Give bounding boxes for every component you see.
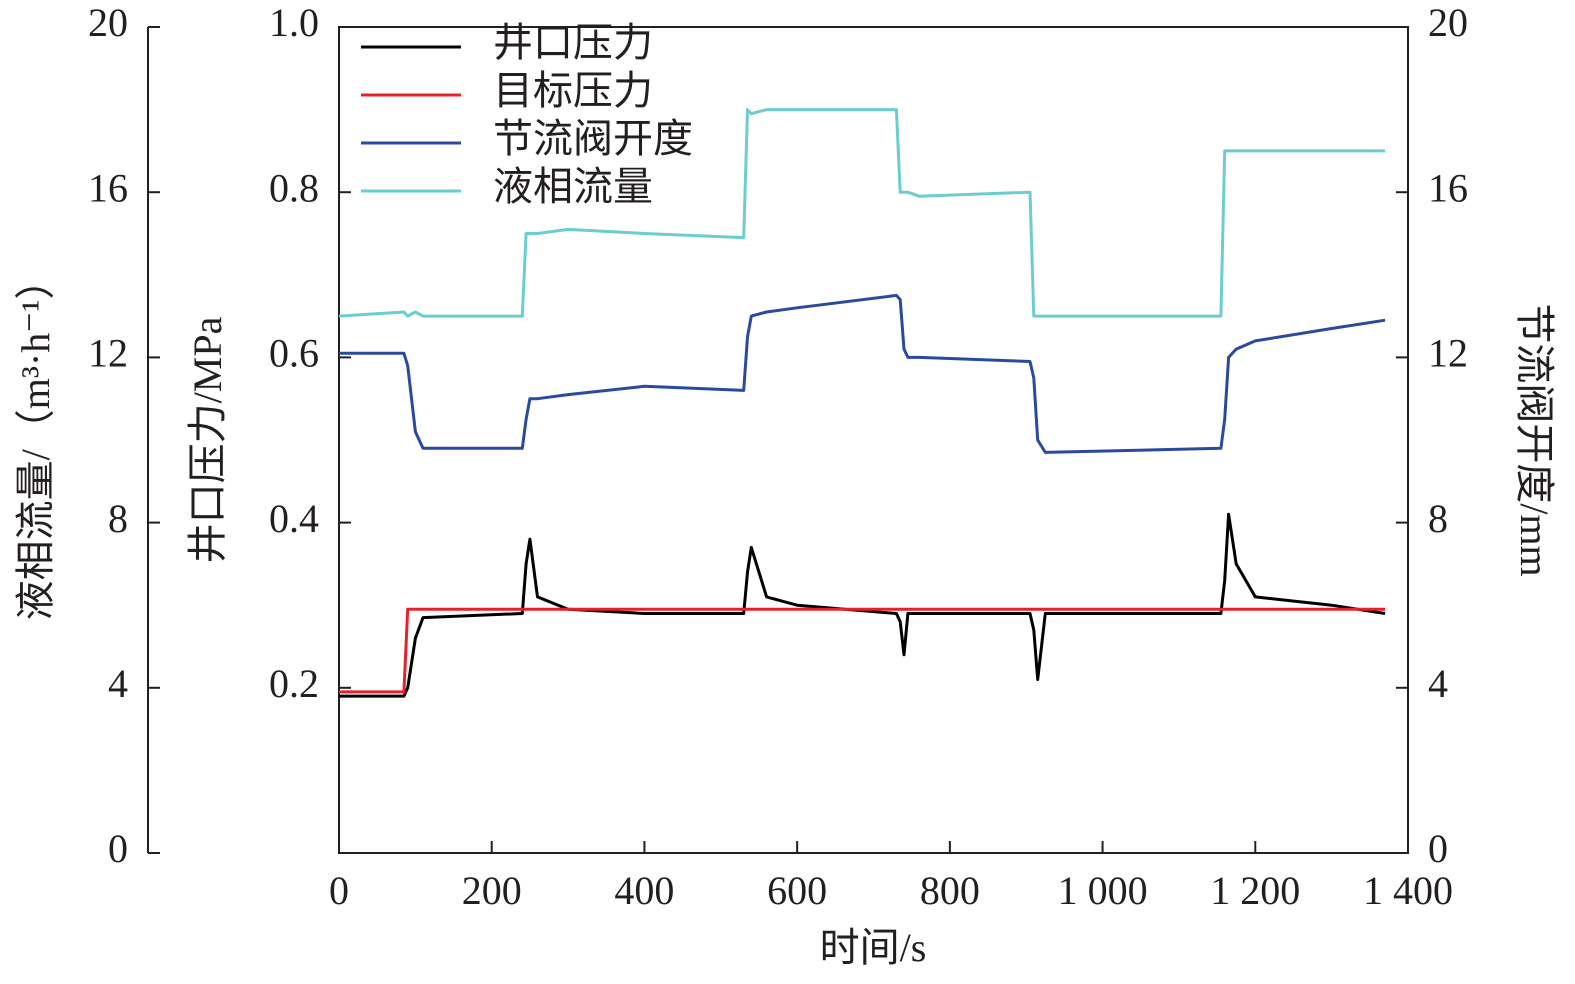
y2-tick-label: 20 — [1428, 0, 1468, 45]
y3-tick-label: 4 — [108, 661, 128, 706]
x-tick-label: 600 — [767, 868, 827, 913]
legend-label: 井口压力 — [493, 20, 653, 65]
y2-tick-label: 4 — [1428, 661, 1448, 706]
y3-tick-label: 12 — [88, 331, 128, 376]
y3-axis-label: 液相流量/（m³·h⁻¹） — [13, 260, 58, 621]
x-tick-label: 200 — [462, 868, 522, 913]
legend-label: 目标压力 — [493, 68, 653, 113]
x-tick-label: 0 — [329, 868, 349, 913]
series-line — [339, 512, 1386, 698]
legend-label: 液相流量 — [493, 164, 653, 209]
y2-tick-label: 12 — [1428, 331, 1468, 376]
y-axis-label: 井口压力/MPa — [185, 316, 230, 563]
y3-tick-label: 16 — [88, 165, 128, 210]
y-tick-label: 0.2 — [269, 661, 319, 706]
y-tick-label: 1.0 — [269, 0, 319, 45]
x-tick-label: 1 400 — [1363, 868, 1453, 913]
y-tick-label: 0.8 — [269, 165, 319, 210]
y2-tick-label: 16 — [1428, 165, 1468, 210]
y3-tick-label: 20 — [88, 0, 128, 45]
series-line — [339, 607, 1386, 694]
x-tick-label: 1 000 — [1058, 868, 1148, 913]
series-line — [338, 108, 1386, 318]
x-tick-label: 400 — [614, 868, 674, 913]
series-line — [339, 293, 1386, 454]
y-tick-label: 0.6 — [269, 331, 319, 376]
legend-label: 节流阀开度 — [493, 116, 693, 161]
y3-tick-label: 8 — [108, 496, 128, 541]
y2-tick-label: 0 — [1428, 826, 1448, 871]
y2-tick-label: 8 — [1428, 496, 1448, 541]
x-tick-label: 1 200 — [1210, 868, 1300, 913]
y2-axis-label: 节流阀开度/mm — [1512, 303, 1557, 576]
y3-tick-label: 0 — [108, 826, 128, 871]
x-axis-label: 时间/s — [820, 925, 927, 970]
x-tick-label: 800 — [920, 868, 980, 913]
y-tick-label: 0.4 — [269, 496, 319, 541]
